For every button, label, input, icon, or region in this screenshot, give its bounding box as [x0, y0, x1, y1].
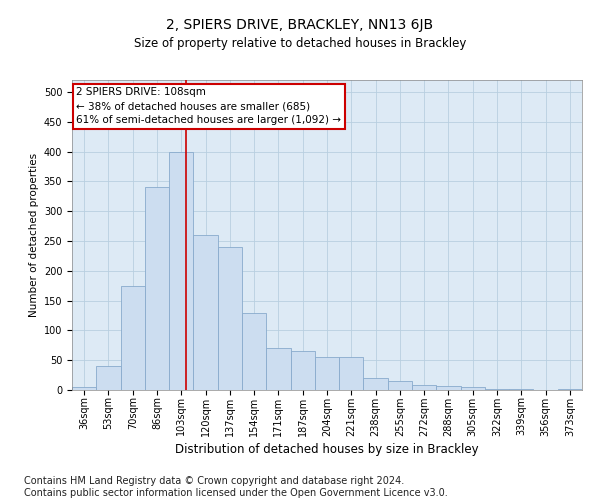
Bar	[145, 188, 169, 390]
Bar	[315, 357, 339, 390]
Bar	[169, 152, 193, 390]
Bar	[436, 386, 461, 390]
Bar	[72, 387, 96, 390]
Bar	[558, 389, 582, 390]
Y-axis label: Number of detached properties: Number of detached properties	[29, 153, 40, 317]
Bar	[339, 357, 364, 390]
Text: Contains HM Land Registry data © Crown copyright and database right 2024.
Contai: Contains HM Land Registry data © Crown c…	[24, 476, 448, 498]
Bar	[96, 366, 121, 390]
Bar	[461, 387, 485, 390]
Text: 2 SPIERS DRIVE: 108sqm
← 38% of detached houses are smaller (685)
61% of semi-de: 2 SPIERS DRIVE: 108sqm ← 38% of detached…	[76, 87, 341, 125]
Bar	[242, 312, 266, 390]
Bar	[266, 348, 290, 390]
Bar	[193, 235, 218, 390]
Bar	[485, 389, 509, 390]
Bar	[290, 351, 315, 390]
Bar	[364, 378, 388, 390]
Text: 2, SPIERS DRIVE, BRACKLEY, NN13 6JB: 2, SPIERS DRIVE, BRACKLEY, NN13 6JB	[166, 18, 434, 32]
X-axis label: Distribution of detached houses by size in Brackley: Distribution of detached houses by size …	[175, 442, 479, 456]
Bar	[121, 286, 145, 390]
Bar	[388, 381, 412, 390]
Bar	[412, 385, 436, 390]
Text: Size of property relative to detached houses in Brackley: Size of property relative to detached ho…	[134, 38, 466, 51]
Bar	[218, 247, 242, 390]
